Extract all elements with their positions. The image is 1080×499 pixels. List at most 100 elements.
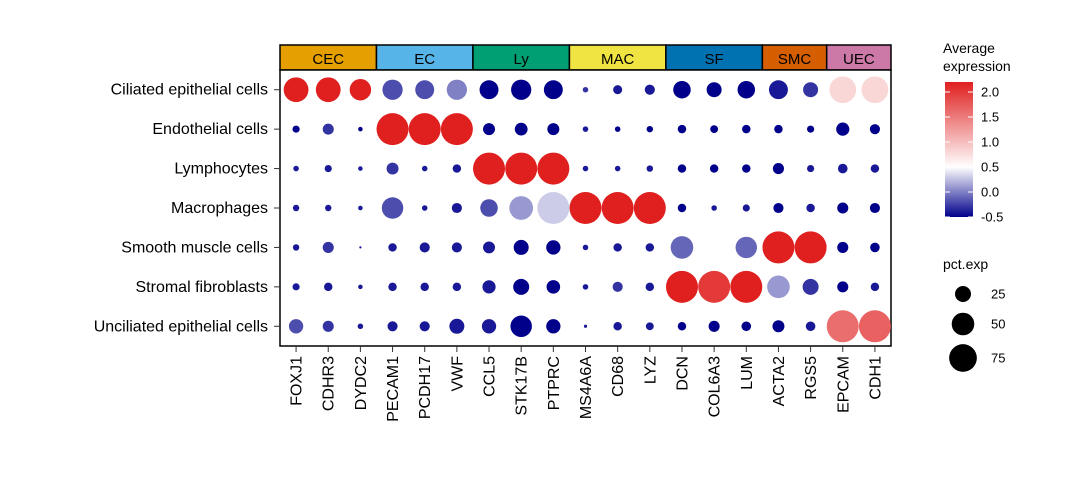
dot-foxj1-row3 — [293, 165, 299, 172]
y-tick-label: Lymphocytes — [174, 161, 268, 178]
dot-lum-row1 — [737, 80, 756, 99]
dot-vwf-row7 — [449, 318, 465, 334]
dot-ms4a6a-row6 — [582, 284, 589, 290]
dot-pcdh17-row7 — [419, 321, 430, 332]
x-tick-label: STK17B — [514, 356, 531, 416]
dot-vwf-row6 — [452, 282, 462, 292]
size-legend-title: pct.exp — [943, 256, 988, 272]
x-tick-label: VWF — [449, 356, 466, 392]
color-legend-tick-label: 1.0 — [981, 135, 999, 150]
dot-col6a3-row7 — [708, 320, 720, 332]
dot-stk17b-row2 — [514, 122, 528, 136]
x-tick-label: DCN — [674, 356, 691, 391]
dot-cdhr3-row1 — [315, 77, 341, 103]
dot-col6a3-row5 — [702, 236, 726, 259]
dot-cd68-row7 — [613, 322, 622, 331]
size-legend-dot — [951, 312, 975, 336]
dot-cdh1-row6 — [870, 282, 880, 292]
x-tick-label: CCL5 — [482, 356, 499, 397]
dot-pecam1-row5 — [388, 243, 397, 252]
dot-pcdh17-row6 — [420, 282, 429, 292]
dot-dcn-row5 — [670, 236, 694, 259]
dot-epcam-row1 — [829, 76, 857, 104]
dot-lum-row5 — [735, 236, 758, 259]
dot-lum-row6 — [730, 270, 763, 303]
dot-layer — [283, 76, 891, 343]
dot-pecam1-row1 — [382, 79, 403, 100]
dot-foxj1-row1 — [283, 77, 309, 103]
dot-dcn-row4 — [677, 203, 687, 213]
dot-epcam-row5 — [837, 241, 849, 253]
dot-cd68-row1 — [613, 85, 623, 95]
dot-col6a3-row2 — [710, 125, 719, 134]
dot-ms4a6a-row5 — [582, 244, 589, 251]
dot-ptprc-row6 — [546, 280, 561, 294]
group-label-smc: SMC — [778, 51, 812, 68]
size-legend-dot — [949, 344, 977, 372]
dot-rgs5-row7 — [805, 321, 816, 332]
dot-ccl5-row7 — [481, 319, 497, 334]
dot-pcdh17-row1 — [415, 80, 435, 100]
dot-lyz-row6 — [645, 282, 655, 292]
dot-vwf-row1 — [446, 79, 467, 100]
x-tick-label: ACTA2 — [771, 356, 788, 406]
dot-vwf-row5 — [451, 242, 462, 253]
dot-cdhr3-row6 — [324, 282, 333, 292]
color-legend-title-line1: Average — [943, 40, 995, 56]
dot-pecam1-row3 — [386, 162, 399, 175]
dot-dydc2-row3 — [358, 166, 363, 171]
dot-dcn-row7 — [677, 322, 687, 331]
dot-dcn-row6 — [665, 270, 698, 303]
dot-cdh1-row3 — [870, 164, 880, 173]
dot-pecam1-row6 — [388, 282, 397, 292]
dot-col6a3-row6 — [698, 270, 731, 303]
dot-cd68-row3 — [614, 165, 621, 172]
size-legend: pct.exp 25 50 75 — [943, 256, 1005, 372]
dot-ms4a6a-row2 — [582, 126, 589, 132]
dot-stk17b-row7 — [510, 315, 532, 338]
x-tick-label: CD68 — [610, 356, 627, 397]
dot-ptprc-row2 — [547, 123, 560, 136]
dot-epcam-row6 — [837, 281, 849, 293]
dot-pcdh17-row2 — [408, 113, 441, 146]
dot-lum-row3 — [742, 164, 751, 173]
dot-acta2-row4 — [773, 202, 784, 214]
dot-epcam-row3 — [837, 163, 848, 174]
dot-ms4a6a-row1 — [582, 86, 589, 93]
color-legend: Average expression 2.0 1.5 1.0 0.5 0.0 -0.5 — [943, 40, 1011, 225]
dot-ptprc-row1 — [543, 80, 563, 100]
dot-lum-row7 — [741, 321, 752, 332]
dot-dydc2-row4 — [358, 205, 363, 211]
dot-col6a3-row1 — [706, 82, 722, 98]
dot-lum-row4 — [742, 204, 750, 212]
dot-cd68-row5 — [613, 243, 622, 252]
x-axis-labels: FOXJ1 CDHR3 DYDC2 PECAM1 PCDH17 VWF CCL5 STK17B… — [289, 346, 884, 422]
dot-vwf-row2 — [440, 113, 473, 146]
y-tick-label: Endothelial cells — [152, 121, 268, 138]
dot-cdh1-row7 — [858, 310, 891, 343]
dot-acta2-row5 — [762, 231, 795, 264]
dot-lyz-row2 — [646, 125, 654, 133]
color-legend-title-line2: expression — [943, 58, 1011, 74]
dot-cdh1-row1 — [861, 76, 889, 104]
dot-dydc2-row2 — [358, 126, 363, 132]
group-label-sf: SF — [705, 51, 724, 68]
dot-dydc2-row5 — [359, 246, 362, 249]
gene-group-strip: CEC EC Ly MAC SF SMC UEC — [279, 44, 892, 71]
group-box-cec — [279, 44, 378, 71]
group-label-ly: Ly — [514, 51, 530, 68]
dot-stk17b-row5 — [513, 239, 529, 255]
dot-stk17b-row3 — [505, 152, 538, 185]
y-tick-label: Stromal fibroblasts — [136, 279, 269, 296]
group-label-cec: CEC — [312, 51, 344, 68]
dot-ptprc-row5 — [546, 240, 561, 255]
dot-cdhr3-row2 — [322, 123, 334, 135]
dot-epcam-row4 — [837, 202, 849, 214]
y-tick-label: Smooth muscle cells — [121, 239, 268, 256]
dot-acta2-row2 — [774, 124, 783, 134]
dot-ptprc-row4 — [537, 192, 570, 224]
dot-lyz-row3 — [646, 165, 654, 172]
dot-rgs5-row4 — [806, 203, 815, 213]
x-tick-label: PECAM1 — [385, 356, 402, 422]
